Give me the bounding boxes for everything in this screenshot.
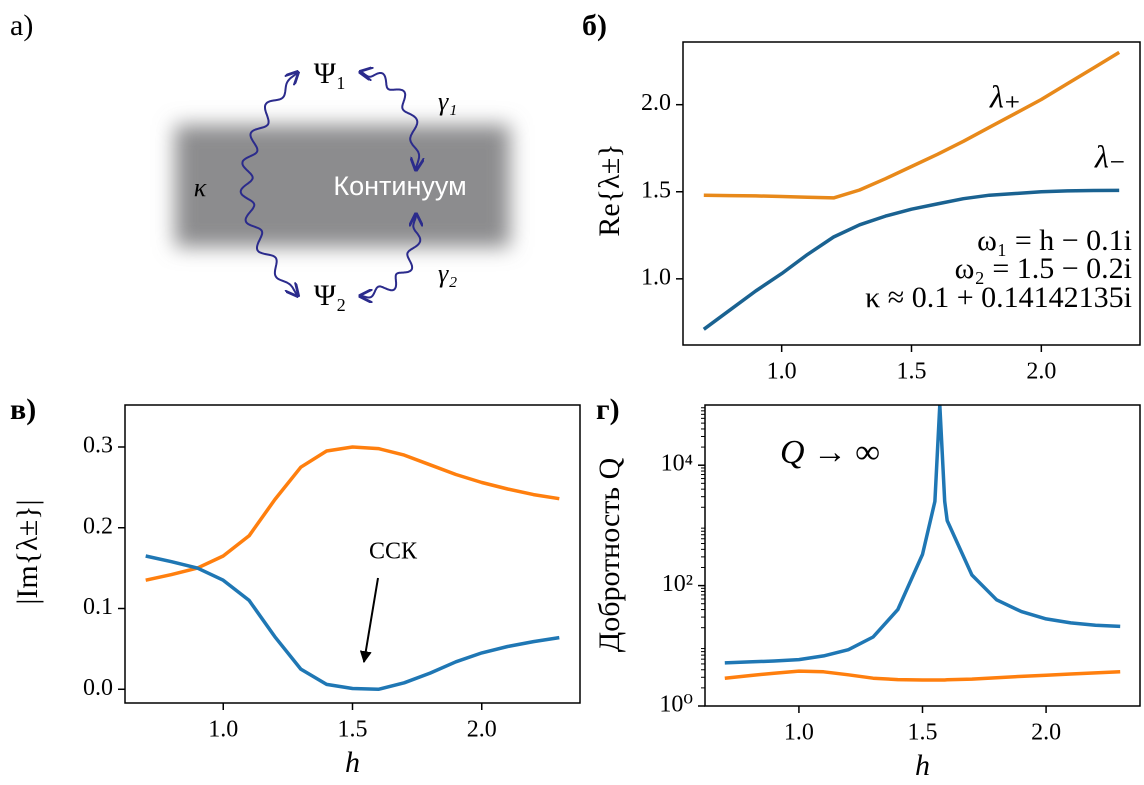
line-series xyxy=(724,669,1121,682)
y-tick-label: 1.0 xyxy=(641,264,671,290)
axes-frame xyxy=(682,41,1141,346)
y-axis-label: Добротность Q xyxy=(593,457,626,652)
y-tick-label: 10⁴ xyxy=(661,451,693,477)
node-label: Ψ₂ xyxy=(314,279,347,312)
x-tick-label: 1.5 xyxy=(908,720,938,746)
axes-frame xyxy=(124,404,581,704)
annotation: ω₂ = 1.5 − 0.2i xyxy=(955,252,1132,285)
y-axis-label: |Im{λ±}| xyxy=(11,499,44,604)
x-axis-label: h xyxy=(345,746,360,779)
x-tick-label: 1.0 xyxy=(208,717,238,743)
diagram: а) Ψ₁ Ψ₂ Континуум γ₁ γ₂ κ xyxy=(10,9,510,312)
node-label: Континуум xyxy=(333,171,466,201)
panel-label: б) xyxy=(582,9,607,42)
panel-label: г) xyxy=(596,393,620,426)
x-tick-label: 2.0 xyxy=(1031,720,1061,746)
y-tick-label: 0.3 xyxy=(83,432,113,458)
panel-label: а) xyxy=(10,9,33,42)
annotation-arrow xyxy=(359,577,379,664)
coupling-arrow xyxy=(239,72,298,296)
axes-frame xyxy=(704,404,1141,707)
y-tick-label: 0.2 xyxy=(83,513,113,539)
chart: в) 1.0 1.5 2.0 0.0 0.1 0.2 0.3 |Im{λ±}| h ССК xyxy=(10,393,581,779)
annotation: Q → ∞ xyxy=(780,434,880,471)
annotation: ω₁ = h − 0.1i xyxy=(977,224,1132,257)
x-tick-label: 1.0 xyxy=(767,359,797,385)
panel-label: в) xyxy=(10,393,36,426)
line-series xyxy=(145,554,560,692)
series-label: λ₋ xyxy=(1094,138,1126,174)
y-tick-label: 0.0 xyxy=(83,675,113,701)
x-tick-label: 1.5 xyxy=(338,717,368,743)
coupling-arrow xyxy=(360,72,419,170)
annotation: κ ≈ 0.1 + 0.14142135i xyxy=(865,281,1132,314)
y-tick-label: 10⁰ xyxy=(659,692,693,718)
chart: б) 1.0 1.5 2.0 1.0 1.5 2.0 Re{λ±} λ₊ λ₋ ω₁ = h − 0… xyxy=(582,9,1141,385)
coupling-label: κ xyxy=(194,173,207,202)
coupling-arrow xyxy=(360,214,420,298)
y-axis-label: Re{λ±} xyxy=(593,143,626,236)
x-axis-label: h xyxy=(915,749,930,782)
coupling-label: γ₁ xyxy=(438,87,457,116)
x-tick-label: 2.0 xyxy=(467,717,497,743)
line-series xyxy=(702,188,1120,331)
x-tick-label: 2.0 xyxy=(1026,359,1056,385)
line-series xyxy=(145,445,560,582)
line-series xyxy=(703,50,1121,200)
coupling-label: γ₂ xyxy=(438,259,457,288)
line-series xyxy=(724,405,1121,665)
series-label: λ₊ xyxy=(989,78,1021,114)
annotation: ССК xyxy=(369,539,418,565)
x-tick-label: 1.5 xyxy=(897,359,927,385)
continuum-box xyxy=(175,125,510,247)
node-label: Ψ₁ xyxy=(314,57,347,90)
y-tick-label: 10² xyxy=(662,571,693,597)
y-tick-label: 0.1 xyxy=(83,594,113,620)
y-tick-label: 1.5 xyxy=(641,177,671,203)
y-tick-label: 2.0 xyxy=(641,90,671,116)
x-tick-label: 1.0 xyxy=(784,720,814,746)
chart: г) 1.0 1.5 2.0 10⁰ 10² 10⁴ Добротность Q h Q → ∞ xyxy=(593,393,1141,782)
